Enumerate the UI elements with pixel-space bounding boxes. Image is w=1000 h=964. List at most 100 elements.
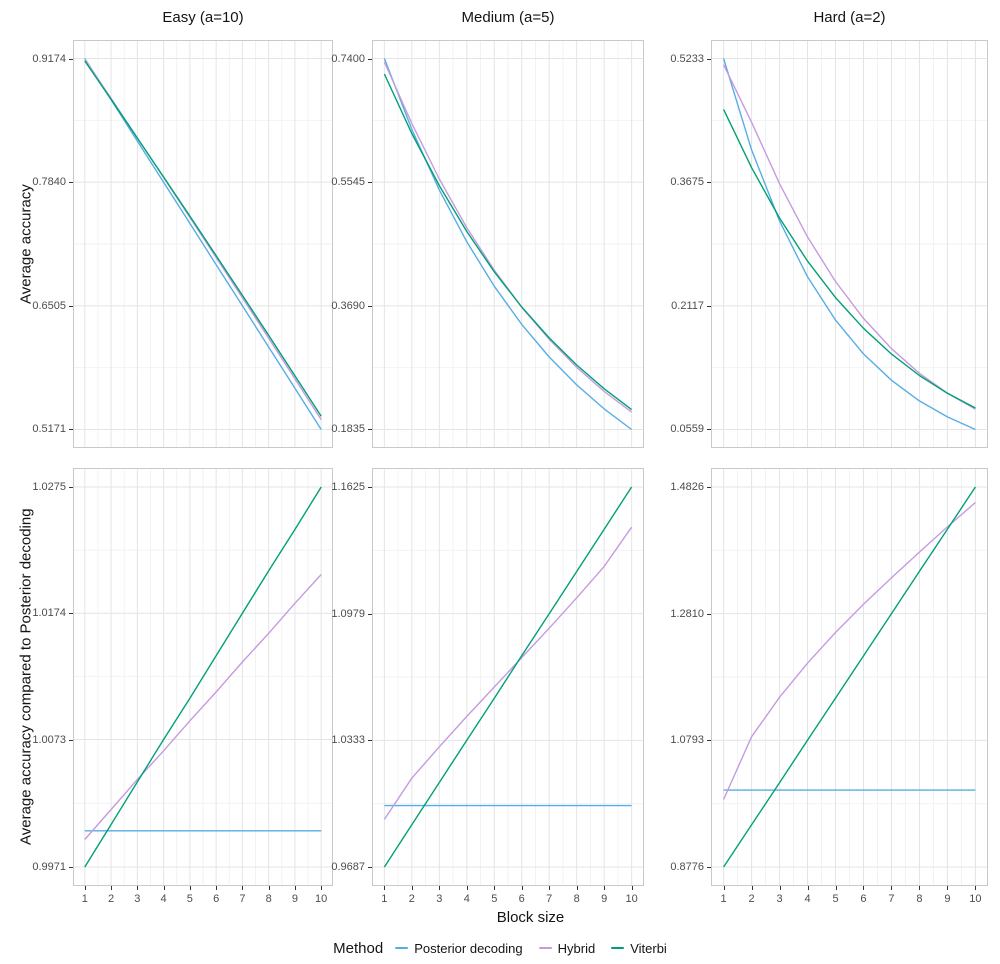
y-tick-mark: [69, 182, 73, 184]
y-tick-mark: [368, 58, 372, 60]
x-tick-mark: [549, 886, 551, 890]
x-tick-label: 9: [944, 893, 951, 905]
y-tick-label: 0.9971: [32, 861, 66, 873]
legend-key-line-icon: [395, 947, 409, 949]
x-tick-label: 3: [776, 893, 783, 905]
panel-medium-ratio: [372, 468, 644, 886]
y-tick-mark: [368, 740, 372, 742]
y-tick-label: 1.0979: [331, 607, 365, 620]
y-tick-label: 0.5171: [32, 423, 66, 436]
plot-area-svg: [711, 468, 988, 886]
x-tick-mark: [631, 886, 633, 890]
x-tick-mark: [723, 886, 725, 890]
y-tick-mark: [368, 613, 372, 615]
y-tick-label: 1.0793: [670, 734, 704, 747]
y-tick-mark: [69, 487, 73, 488]
panel-border: [711, 468, 988, 886]
x-tick-label: 4: [463, 893, 470, 905]
y-tick-label: 1.0275: [32, 481, 66, 493]
y-tick-label: 0.1835: [331, 423, 365, 436]
x-tick-mark: [863, 886, 865, 890]
x-tick-label: 5: [186, 893, 193, 905]
x-tick-mark: [84, 886, 86, 890]
x-tick-label: 2: [408, 893, 415, 905]
x-tick-mark: [919, 886, 921, 890]
x-axis-label: Block size: [496, 909, 565, 926]
plot-area-svg: [372, 468, 644, 886]
y-tick-label: 1.0073: [32, 733, 66, 746]
y-tick-label: 0.3675: [670, 176, 704, 189]
series-line-viterbi: [383, 486, 633, 868]
series-line-posterior-decoding: [722, 58, 976, 431]
x-tick-label: 8: [573, 893, 580, 905]
x-tick-label: 3: [436, 893, 443, 905]
y-tick-mark: [707, 429, 711, 431]
y-tick-label: 0.3690: [331, 299, 365, 312]
series-line-viterbi: [383, 73, 633, 411]
series-line-hybrid: [722, 64, 976, 410]
y-tick-label: 0.5233: [670, 52, 704, 65]
panel-border: [372, 40, 644, 448]
y-tick-mark: [69, 613, 73, 615]
y-tick-mark: [707, 487, 711, 488]
series-line-viterbi: [84, 60, 322, 417]
y-tick-label: 0.2117: [671, 299, 704, 312]
x-tick-label: 6: [860, 893, 867, 905]
legend: Method Posterior decoding Hybrid Viterbi: [0, 933, 1000, 963]
plot-area-svg: [73, 468, 333, 886]
x-tick-label: 8: [265, 893, 272, 905]
series-line-hybrid: [722, 501, 976, 800]
y-tick-label: 1.2810: [670, 607, 704, 620]
panel-border: [372, 468, 644, 886]
y-tick-label: 1.4826: [670, 481, 704, 493]
x-tick-mark: [466, 886, 468, 890]
y-tick-mark: [707, 182, 711, 184]
y-tick-mark: [69, 739, 73, 741]
y-tick-mark: [707, 867, 711, 868]
x-tick-mark: [975, 886, 977, 890]
x-tick-label: 8: [916, 893, 923, 905]
y-tick-label: 0.6505: [32, 299, 66, 312]
legend-title: Method: [333, 939, 384, 957]
y-tick-label: 0.7400: [331, 52, 365, 65]
panel-medium-accuracy: [372, 40, 644, 448]
x-tick-mark: [576, 886, 578, 890]
x-tick-mark: [947, 886, 949, 890]
y-tick-mark: [69, 305, 73, 307]
legend-item-hybrid: Hybrid: [538, 941, 595, 956]
y-tick-mark: [707, 305, 711, 307]
x-tick-label: 3: [134, 893, 141, 905]
x-tick-label: 4: [804, 893, 811, 905]
legend-label: Posterior decoding: [414, 940, 523, 956]
x-tick-mark: [891, 886, 893, 890]
x-tick-mark: [216, 886, 218, 890]
y-tick-label: 0.7840: [32, 176, 66, 189]
x-tick-mark: [294, 886, 296, 890]
y-tick-mark: [368, 429, 372, 431]
y-tick-label: 0.0559: [670, 423, 704, 436]
y-tick-mark: [707, 613, 711, 615]
x-tick-mark: [411, 886, 413, 890]
y-tick-label: 0.8776: [670, 861, 704, 873]
x-tick-label: 7: [239, 893, 246, 905]
x-tick-label: 10: [625, 893, 638, 905]
x-tick-mark: [604, 886, 606, 890]
x-tick-mark: [163, 886, 165, 890]
x-tick-label: 6: [518, 893, 525, 905]
series-line-posterior-decoding: [84, 58, 322, 430]
x-tick-label: 2: [748, 893, 755, 905]
series-line-hybrid: [383, 526, 633, 820]
series-line-viterbi: [84, 486, 322, 868]
y-tick-label: 0.9687: [331, 861, 365, 873]
x-tick-mark: [321, 886, 323, 890]
x-tick-label: 7: [546, 893, 553, 905]
y-tick-mark: [368, 182, 372, 184]
x-tick-mark: [242, 886, 244, 890]
x-tick-mark: [494, 886, 496, 890]
legend-key-line-icon: [538, 947, 552, 949]
panel-border: [73, 40, 333, 448]
panel-easy-ratio: [73, 468, 333, 886]
panel-hard-accuracy: [711, 40, 988, 448]
panel-border: [711, 40, 988, 448]
